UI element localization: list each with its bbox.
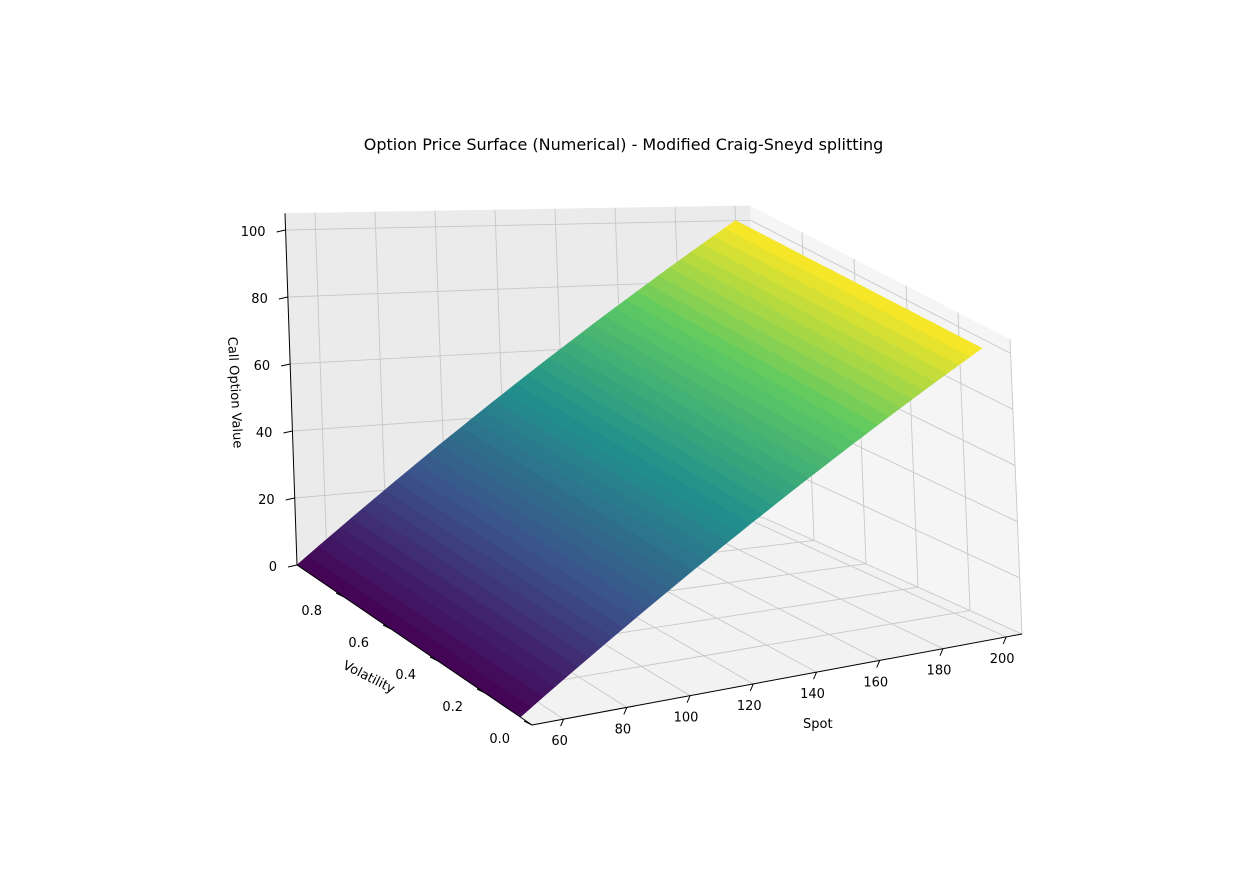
x-axis-label: Spot (803, 717, 833, 732)
x-tick (939, 648, 944, 656)
x-tick-label: 80 (615, 722, 632, 737)
z-tick (285, 497, 295, 501)
z-tick (287, 564, 298, 568)
gridline-x (746, 518, 1007, 638)
y-tick (429, 656, 439, 662)
x-tick (560, 718, 565, 727)
z-tick (276, 229, 286, 233)
x-tick (1002, 636, 1007, 645)
x-tick (749, 683, 754, 692)
z-tick (283, 430, 293, 434)
y-tick-label: 0.4 (395, 668, 416, 683)
z-axis-line (284, 213, 298, 566)
y-tick-label: 0.6 (348, 636, 369, 651)
gridline-z (761, 516, 1023, 635)
x-tick (686, 695, 691, 703)
gridline-y (1009, 339, 1023, 635)
x-tick (813, 671, 817, 680)
gridline-z (750, 219, 1011, 354)
chart-title: Option Price Surface (Numerical) - Modif… (363, 135, 884, 154)
z-tick-label: 20 (258, 493, 275, 508)
z-tick-label: 80 (251, 292, 268, 307)
y-tick (335, 592, 345, 598)
y-axis-label: Volatility (340, 658, 397, 697)
x-tick (876, 660, 881, 668)
z-tick-label: 100 (241, 225, 266, 240)
gridline-z (285, 219, 751, 231)
x-tick-label: 100 (674, 711, 699, 726)
x-tick-label: 140 (800, 687, 825, 702)
z-axis-label: Call Option Value (224, 336, 245, 448)
y-tick (476, 688, 486, 694)
y-tick-label: 0.2 (442, 700, 463, 715)
surface-patch (957, 341, 983, 357)
z-tick-label: 0 (269, 560, 277, 575)
x-tick (623, 707, 628, 715)
z-tick-label: 40 (256, 426, 273, 441)
gridline-x (314, 212, 328, 562)
axes (276, 213, 1023, 727)
x-axis-line (531, 633, 1023, 726)
y-axis-line (296, 564, 533, 726)
gridline-x (686, 524, 944, 650)
x-tick-label: 120 (737, 699, 762, 714)
x-tick-label: 200 (990, 652, 1015, 667)
x-tick-label: 180 (927, 664, 952, 679)
y-tick (382, 624, 392, 630)
surface (296, 220, 983, 718)
z-tick (281, 363, 291, 367)
y-tick (523, 720, 533, 726)
gridline-y (484, 610, 971, 694)
z-tick-label: 60 (254, 359, 271, 374)
y-tick-label: 0.8 (301, 604, 322, 619)
y-tick-label: 0.0 (489, 732, 510, 747)
x-tick-label: 60 (551, 734, 568, 749)
x-tick-label: 160 (863, 675, 888, 690)
z-tick (278, 296, 288, 300)
tick-labels: 60 80 100 120 140 160 180 200 0.0 0.2 0.4 0.6 0.8 0 20… (241, 225, 1015, 749)
